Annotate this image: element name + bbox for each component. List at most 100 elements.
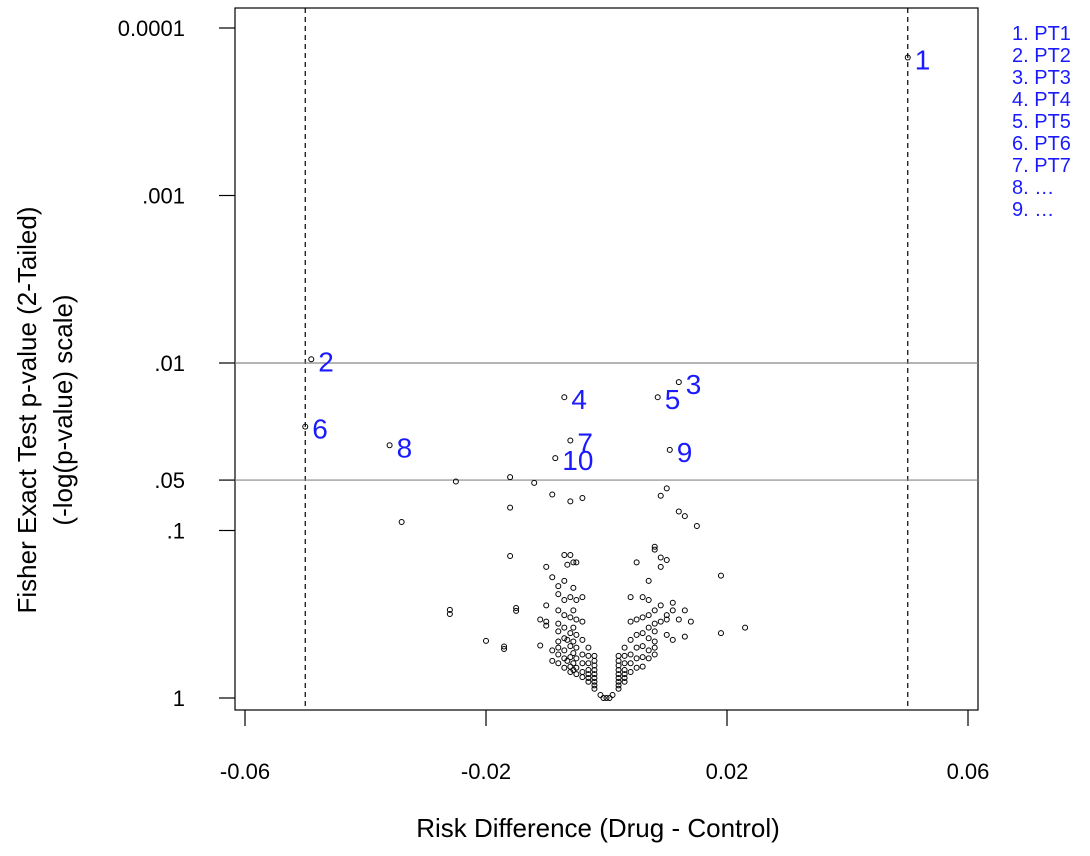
data-point (591, 666, 598, 673)
data-point (567, 654, 574, 661)
data-point (639, 614, 646, 621)
data-point (645, 612, 652, 619)
data-point (627, 669, 634, 676)
data-point (570, 607, 577, 614)
data-point (597, 692, 604, 699)
legend-entry-6: 6. PT6 (1012, 133, 1071, 155)
data-point (579, 618, 586, 625)
data-point (591, 671, 598, 678)
data-point (600, 695, 607, 701)
data-point (585, 671, 592, 678)
data-point (501, 646, 508, 653)
data-point (615, 675, 622, 682)
data-point (663, 616, 670, 623)
y-tick-label-1: 0.0001 (118, 16, 185, 41)
legend-entry-8: 8. … (1012, 177, 1054, 199)
data-point (555, 591, 562, 598)
data-point (651, 607, 658, 614)
data-point (452, 478, 459, 485)
data-point (483, 637, 489, 644)
x-tick-label-1: -0.06 (220, 759, 270, 784)
data-point (537, 642, 544, 649)
data-point (591, 652, 598, 659)
x-tick-label-3: 0.02 (706, 759, 749, 784)
y-tick-label-4: .05 (154, 468, 185, 493)
data-point (657, 618, 664, 625)
legend-entry-7: 7. PT7 (1012, 155, 1071, 177)
data-point (633, 644, 640, 651)
labeled-point-6 (302, 423, 309, 430)
point-label-2: 2 (318, 346, 334, 377)
data-point (627, 594, 634, 601)
y-axis: 0.0001 .001 .01 .05 .1 1 (118, 16, 235, 711)
y-tick-label-5: .1 (167, 519, 185, 544)
plot-frame (234, 7, 979, 711)
data-point (645, 655, 652, 662)
legend-entry-5: 5. PT5 (1012, 111, 1071, 133)
labeled-point-5 (654, 394, 661, 401)
legend-entry-4: 4. PT4 (1012, 89, 1071, 111)
data-point (579, 594, 586, 601)
data-point (585, 678, 592, 685)
data-point (639, 654, 646, 661)
point-label-7: 7 (577, 427, 593, 458)
data-point (543, 563, 550, 570)
data-point (681, 513, 688, 520)
data-point (591, 678, 598, 685)
data-point (573, 559, 580, 566)
data-point (627, 651, 634, 658)
data-point (549, 491, 556, 498)
data-point (591, 662, 598, 669)
legend-entry-2: 2. PT2 (1012, 45, 1071, 67)
data-point (579, 674, 586, 681)
labeled-point-2 (308, 356, 315, 363)
y-tick-label-6: 1 (173, 686, 185, 711)
data-point (675, 616, 682, 623)
data-point (573, 597, 580, 604)
data-point (561, 624, 568, 631)
data-point (564, 657, 571, 664)
data-point (555, 607, 562, 614)
data-point (681, 607, 688, 614)
data-point (633, 616, 640, 623)
data-point (669, 636, 676, 643)
data-point (621, 644, 628, 651)
data-point (579, 495, 586, 502)
point-labels: 1 2 3 4 5 6 7 8 9 10 (312, 44, 930, 476)
data-point (621, 660, 628, 667)
data-point (639, 643, 646, 650)
data-point (579, 660, 586, 667)
data-point (639, 663, 646, 670)
point-label-5: 5 (665, 384, 681, 415)
data-point (742, 624, 749, 631)
data-point (633, 559, 640, 566)
reference-lines (235, 8, 978, 710)
point-label-3: 3 (686, 369, 702, 400)
data-point (663, 612, 670, 619)
x-tick-label-2: -0.02 (461, 759, 511, 784)
data-point (585, 666, 592, 673)
y-tick-label-2: .001 (142, 184, 185, 209)
point-label-9: 9 (677, 437, 693, 468)
data-point (570, 624, 577, 631)
data-point (579, 669, 586, 676)
data-point (579, 636, 586, 643)
data-point (633, 631, 640, 638)
labeled-point-3 (675, 379, 682, 386)
data-point (645, 635, 652, 642)
data-point (564, 636, 571, 643)
data-point (567, 643, 574, 650)
data-point (549, 657, 556, 664)
data-point (555, 620, 562, 627)
data-point (567, 498, 574, 505)
data-point (570, 650, 577, 657)
data-point (585, 644, 592, 651)
labeled-point-10 (552, 455, 559, 462)
x-tick-label-4: 0.06 (947, 759, 990, 784)
x-axis-title: Risk Difference (Drug - Control) (416, 813, 780, 843)
data-point (675, 508, 682, 515)
data-point (651, 638, 658, 645)
data-point (651, 620, 658, 627)
